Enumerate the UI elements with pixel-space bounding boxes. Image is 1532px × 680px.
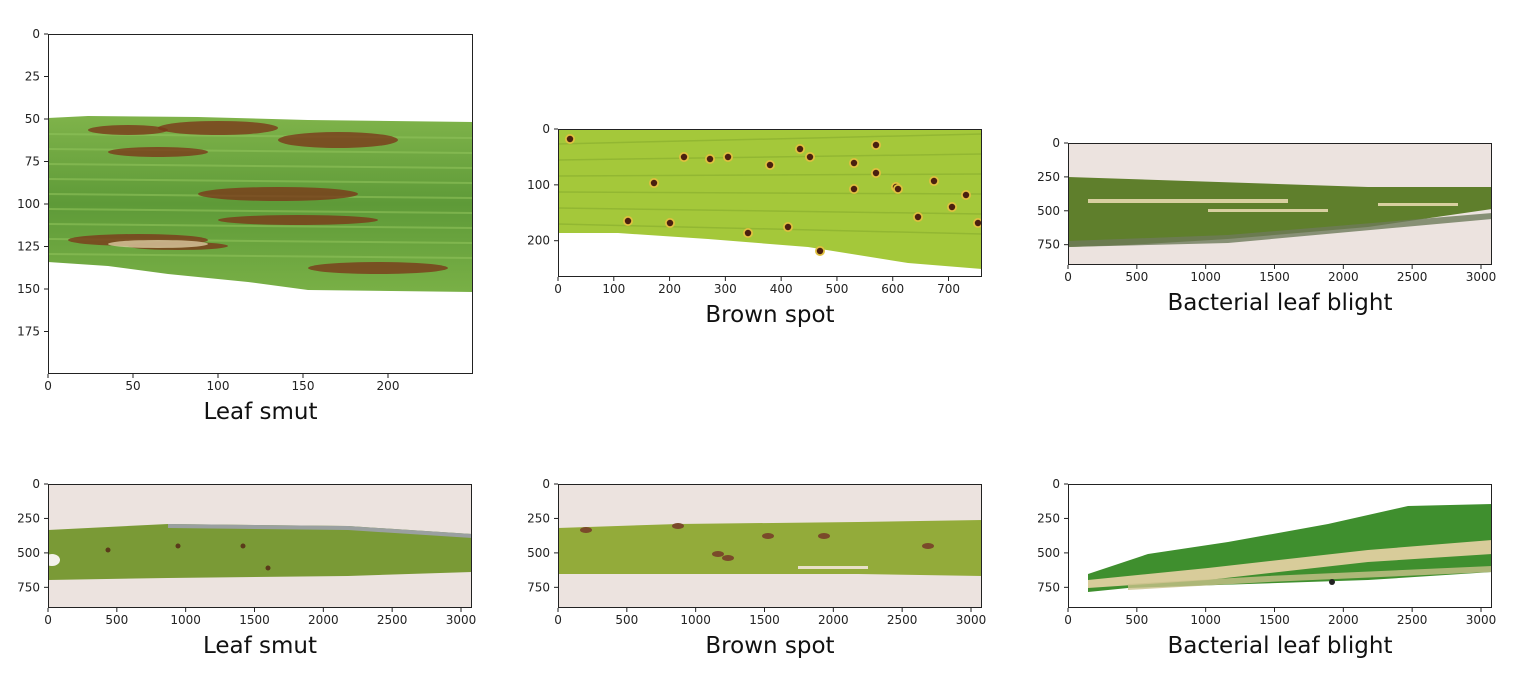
panel-6: 0 500 1000 1500 2000 2500 3000 0 250 500 750 Bacter…: [1037, 477, 1496, 659]
x-tick-label: 150: [292, 379, 315, 393]
x-tick-label: 2000: [1328, 613, 1359, 627]
bacterial-leaf-blight-photo-image: [1068, 143, 1492, 265]
y-tick-label: 500: [1037, 546, 1060, 560]
y-tick-label: 500: [17, 546, 40, 560]
y-tick-label: 750: [527, 580, 550, 594]
x-tick-label: 1500: [239, 613, 270, 627]
y-tick-label: 500: [527, 546, 550, 560]
x-tick-label: 50: [125, 379, 140, 393]
y-tick-label: 75: [25, 155, 40, 169]
y-tick-label: 250: [1037, 170, 1060, 184]
panel-title: Brown spot: [705, 302, 834, 328]
y-tick-label: 200: [527, 234, 550, 248]
x-tick-label: 1000: [170, 613, 201, 627]
y-tick-label: 125: [17, 240, 40, 254]
y-tick-label: 0: [542, 122, 550, 136]
x-tick-label: 0: [44, 613, 52, 627]
x-tick-label: 2000: [308, 613, 339, 627]
y-tick-label: 175: [17, 325, 40, 339]
y-tick-label: 250: [17, 511, 40, 525]
y-tick-label: 250: [527, 511, 550, 525]
y-tick-label: 25: [25, 70, 40, 84]
x-tick-label: 3000: [446, 613, 477, 627]
y-tick-label: 0: [32, 27, 40, 41]
axes-frame: [1068, 143, 1492, 265]
x-tick-label: 2000: [1328, 270, 1359, 284]
x-tick-label: 200: [377, 379, 400, 393]
panel-title: Brown spot: [705, 633, 834, 659]
x-tick-label: 400: [770, 282, 793, 296]
y-tick-label: 0: [32, 477, 40, 491]
x-tick-label: 2500: [377, 613, 408, 627]
panel-title: Bacterial leaf blight: [1168, 633, 1393, 659]
leaf-smut-photo-image: [48, 484, 472, 608]
x-tick-label: 1500: [749, 613, 780, 627]
panel-title: Leaf smut: [203, 633, 317, 659]
x-tick-label: 1500: [1259, 613, 1290, 627]
x-tick-label: 600: [881, 282, 904, 296]
y-tick-label: 750: [1037, 580, 1060, 594]
x-tick-label: 0: [554, 282, 562, 296]
x-tick-label: 500: [825, 282, 848, 296]
axes-frame: [1068, 484, 1492, 608]
brown-spot-photo-image: [558, 484, 982, 608]
x-tick-label: 3000: [956, 613, 987, 627]
y-tick-label: 500: [1037, 204, 1060, 218]
x-tick-label: 500: [1125, 613, 1148, 627]
y-tick-label: 100: [527, 178, 550, 192]
x-tick-label: 3000: [1466, 270, 1497, 284]
x-tick-label: 2500: [1397, 613, 1428, 627]
x-tick-label: 100: [602, 282, 625, 296]
x-tick-label: 500: [615, 613, 638, 627]
y-tick-label: 100: [17, 197, 40, 211]
axes-frame: [48, 484, 472, 608]
bacterial-leaf-blight-closeup-image: [1088, 504, 1492, 592]
x-tick-label: 300: [714, 282, 737, 296]
panel-title: Leaf smut: [203, 399, 317, 425]
axes-frame: [558, 484, 982, 608]
x-tick-label: 3000: [1466, 613, 1497, 627]
panel-2: 0 100 200 300 400 500 600 700 0 100 200 Brown spot: [527, 122, 982, 328]
axes-frame: [48, 34, 473, 374]
x-tick-label: 0: [554, 613, 562, 627]
x-tick-label: 1000: [680, 613, 711, 627]
x-tick-label: 200: [658, 282, 681, 296]
y-tick-label: 0: [1052, 136, 1060, 150]
y-tick-label: 0: [1052, 477, 1060, 491]
x-tick-label: 2500: [887, 613, 918, 627]
x-tick-label: 0: [1064, 613, 1072, 627]
x-tick-label: 0: [1064, 270, 1072, 284]
x-tick-label: 500: [1125, 270, 1148, 284]
x-tick-label: 2500: [1397, 270, 1428, 284]
panel-5: 0 500 1000 1500 2000 2500 3000 0 250 500 750 Brown …: [527, 477, 986, 659]
panel-1: 0 50 100 150 200 0 25 50 75 100 125 150 175 Leaf smut: [17, 27, 473, 425]
x-tick-label: 1500: [1259, 270, 1290, 284]
y-tick-label: 150: [17, 282, 40, 296]
y-tick-label: 750: [17, 580, 40, 594]
panel-4: 0 500 1000 1500 2000 2500 3000 0 250 500 750 Leaf s…: [17, 477, 476, 659]
x-tick-label: 1000: [1190, 270, 1221, 284]
leaf-smut-closeup-image: [48, 116, 473, 292]
y-tick-label: 0: [542, 477, 550, 491]
y-tick-label: 750: [1037, 238, 1060, 252]
x-tick-label: 1000: [1190, 613, 1221, 627]
x-tick-label: 100: [207, 379, 230, 393]
brown-spot-closeup-image: [558, 129, 982, 269]
y-tick-label: 250: [1037, 511, 1060, 525]
panel-title: Bacterial leaf blight: [1168, 290, 1393, 316]
panel-3: 0 500 1000 1500 2000 2500 3000 0 250 500 750 Bacter…: [1037, 136, 1496, 316]
x-tick-label: 2000: [818, 613, 849, 627]
axes-frame: [558, 129, 982, 277]
x-tick-label: 500: [105, 613, 128, 627]
x-tick-label: 0: [44, 379, 52, 393]
x-tick-label: 700: [937, 282, 960, 296]
y-tick-label: 50: [25, 112, 40, 126]
